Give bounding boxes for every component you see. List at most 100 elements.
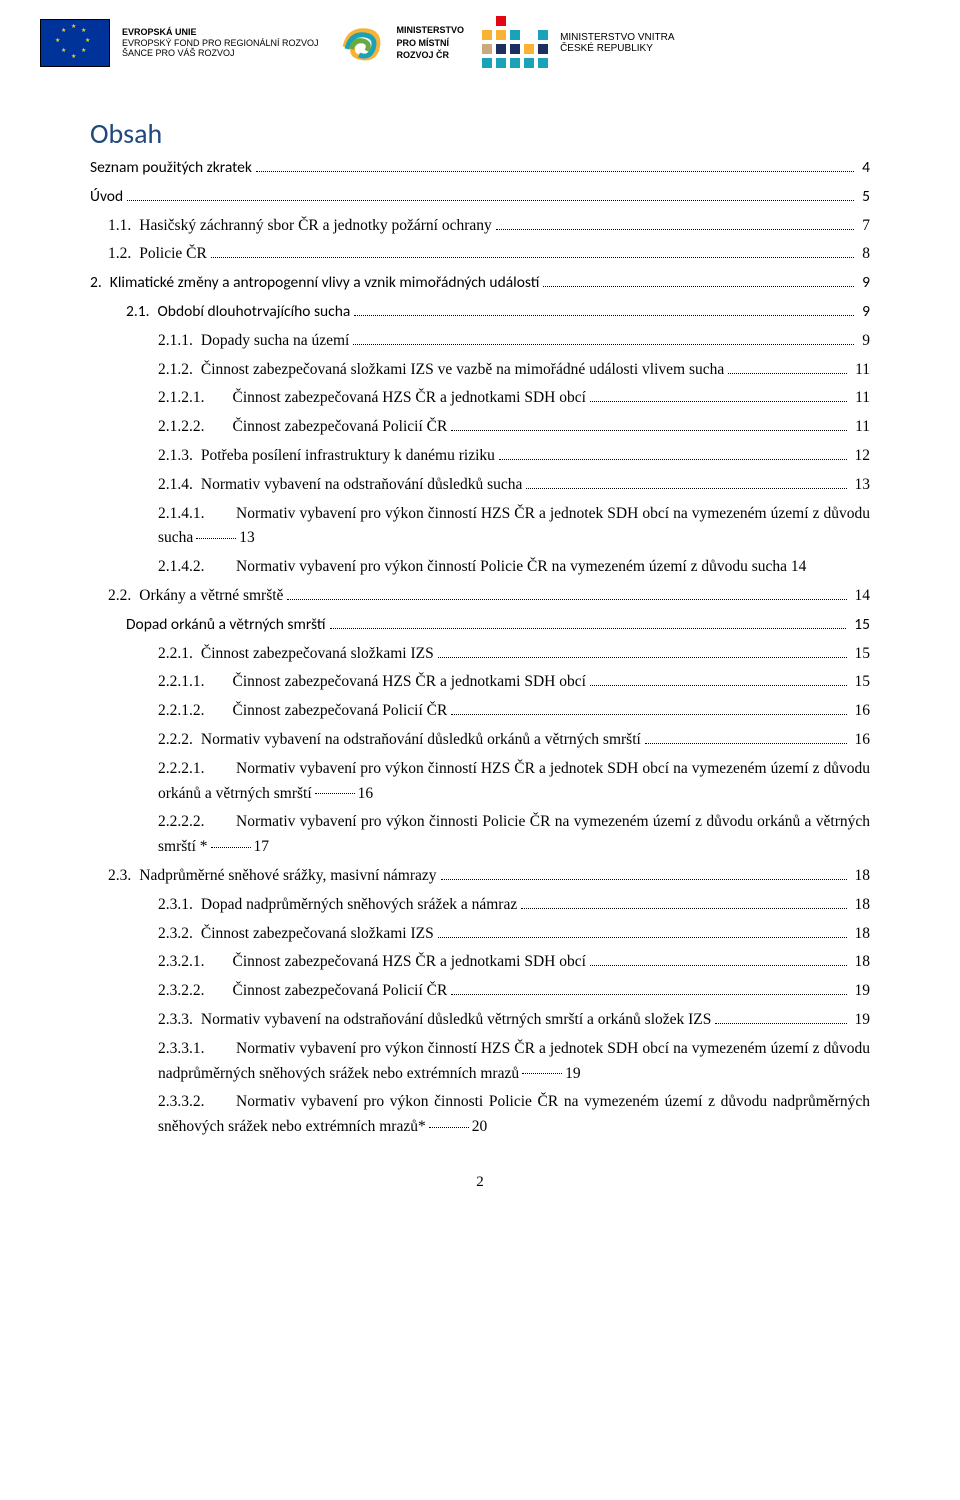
toc-entry: 2.1.4.Normativ vybavení na odstraňování … bbox=[90, 473, 870, 498]
toc-entry: 2.3.2.1.Činnost zabezpečovaná HZS ČR a j… bbox=[90, 950, 870, 975]
toc-label: Úvod bbox=[90, 185, 123, 210]
toc-number: 2.3. bbox=[108, 864, 139, 889]
toc-label: Dopad orkánů a větrných smrští bbox=[126, 613, 326, 638]
toc-page: 20 bbox=[472, 1118, 488, 1135]
toc-label: Činnost zabezpečovaná složkami IZS bbox=[201, 922, 434, 947]
toc-label: Činnost zabezpečovaná Policií ČR bbox=[233, 979, 448, 1004]
mmr-text: MINISTERSTVO PRO MÍSTNÍ ROZVOJ ČR bbox=[397, 24, 465, 62]
toc-label: Dopady sucha na území bbox=[201, 329, 350, 354]
toc-number: 2.2. bbox=[108, 584, 139, 609]
toc-page: 16 bbox=[358, 785, 374, 802]
toc-page: 9 bbox=[858, 329, 870, 354]
toc-label: Potřeba posílení infrastruktury k danému… bbox=[201, 444, 495, 469]
toc-page: 16 bbox=[851, 699, 871, 724]
toc-page: 13 bbox=[851, 473, 871, 498]
toc-entry: 2.1.2.1.Činnost zabezpečovaná HZS ČR a j… bbox=[90, 386, 870, 411]
toc-entry: 2.2.1.2.Činnost zabezpečovaná Policií ČR… bbox=[90, 699, 870, 724]
toc-dots bbox=[590, 672, 847, 686]
toc-dots bbox=[451, 417, 847, 431]
toc-number: 2.3.2. bbox=[158, 922, 201, 947]
toc-page: 19 bbox=[565, 1065, 581, 1082]
toc-page: 15 bbox=[851, 642, 871, 667]
toc-number: 2.1.4. bbox=[158, 473, 201, 498]
toc-label: Normativ vybavení pro výkon činností HZS… bbox=[158, 505, 870, 547]
toc-label: Klimatické změny a antropogenní vlivy a … bbox=[110, 271, 540, 296]
toc-page: 9 bbox=[858, 271, 870, 296]
toc-number: 2.1.2.1. bbox=[158, 386, 233, 411]
doc-header: ★★ ★★ ★★ ★★ EVROPSKÁ UNIE EVROPSKÝ FOND … bbox=[0, 0, 960, 86]
eu-line3: ŠANCE PRO VÁŠ ROZVOJ bbox=[122, 48, 235, 58]
toc-label: Hasičský záchranný sbor ČR a jednotky po… bbox=[139, 214, 492, 239]
toc-entry: 2.3.3.2.Normativ vybavení pro výkon činn… bbox=[90, 1090, 870, 1140]
toc-dots bbox=[441, 866, 847, 880]
toc-number: 2.1. bbox=[126, 300, 158, 325]
toc-entry: 2.2.1.Činnost zabezpečovaná složkami IZS… bbox=[90, 642, 870, 667]
toc-entry: 2.1.4.2.Normativ vybavení pro výkon činn… bbox=[90, 555, 870, 580]
toc-entry: 2.1.1.Dopady sucha na území 9 bbox=[90, 329, 870, 354]
toc-number: 2.1.4.2. bbox=[158, 555, 236, 580]
toc-dots bbox=[715, 1010, 846, 1024]
toc-number: 2.3.3. bbox=[158, 1008, 201, 1033]
toc-number: 2.1.3. bbox=[158, 444, 201, 469]
toc-number: 2.1.4.1. bbox=[158, 502, 236, 527]
toc-page: 15 bbox=[850, 613, 870, 638]
mmr-line3: ROZVOJ ČR bbox=[397, 50, 450, 60]
toc-page: 9 bbox=[858, 300, 870, 325]
toc-entry: 2.3.3.Normativ vybavení na odstraňování … bbox=[90, 1008, 870, 1033]
toc-entry: 2.3.1.Dopad nadprůměrných sněhových sráž… bbox=[90, 893, 870, 918]
toc-page: 13 bbox=[239, 529, 255, 546]
toc-number: 2.1.2. bbox=[158, 358, 201, 383]
toc-entry: 2.1.2.2.Činnost zabezpečovaná Policií ČR… bbox=[90, 415, 870, 440]
table-of-contents: Seznam použitých zkratek4Úvod51.1.Hasičs… bbox=[90, 156, 870, 1140]
toc-dots bbox=[526, 475, 846, 489]
toc-entry: 2.Klimatické změny a antropogenní vlivy … bbox=[90, 271, 870, 296]
toc-dots bbox=[499, 446, 847, 460]
toc-entry: 2.2.Orkány a větrné smrště14 bbox=[90, 584, 870, 609]
toc-page: 11 bbox=[851, 415, 870, 440]
toc-number: 2.3.2.1. bbox=[158, 950, 233, 975]
toc-page: 7 bbox=[858, 214, 870, 239]
eu-line2: EVROPSKÝ FOND PRO REGIONÁLNÍ ROZVOJ bbox=[122, 38, 319, 48]
toc-page: 11 bbox=[851, 386, 870, 411]
toc-entry: Dopad orkánů a větrných smrští 15 bbox=[90, 613, 870, 638]
eu-flag-icon: ★★ ★★ ★★ ★★ bbox=[40, 19, 110, 67]
toc-page: 19 bbox=[851, 979, 871, 1004]
mmr-logo-block: MINISTERSTVO PRO MÍSTNÍ ROZVOJ ČR bbox=[337, 19, 465, 67]
toc-label: Normativ vybavení na odstraňování důsled… bbox=[201, 473, 523, 498]
toc-number: 2.2.1. bbox=[158, 642, 201, 667]
mv-line1: MINISTERSTVO VNITRA bbox=[560, 32, 674, 43]
toc-label: Normativ vybavení na odstraňování důsled… bbox=[201, 1008, 712, 1033]
toc-page: 18 bbox=[851, 893, 871, 918]
toc-number: 2.1.1. bbox=[158, 329, 201, 354]
toc-label: Nadprůměrné sněhové srážky, masivní námr… bbox=[139, 864, 436, 889]
toc-entry: 2.1.2.Činnost zabezpečovaná složkami IZS… bbox=[90, 358, 870, 383]
toc-number: 2.1.2.2. bbox=[158, 415, 233, 440]
toc-number: 2.3.1. bbox=[158, 893, 201, 918]
toc-entry: 2.1.3.Potřeba posílení infrastruktury k … bbox=[90, 444, 870, 469]
toc-page: 5 bbox=[858, 185, 870, 210]
toc-entry: 2.1.4.1.Normativ vybavení pro výkon činn… bbox=[90, 502, 870, 552]
toc-page: 19 bbox=[851, 1008, 871, 1033]
eu-logo-block: ★★ ★★ ★★ ★★ EVROPSKÁ UNIE EVROPSKÝ FOND … bbox=[40, 19, 319, 67]
toc-number: 2.2.2.2. bbox=[158, 810, 236, 835]
toc-number: 1.2. bbox=[108, 242, 139, 267]
toc-entry: 2.3.2.2.Činnost zabezpečovaná Policií ČR… bbox=[90, 979, 870, 1004]
toc-dots bbox=[590, 952, 847, 966]
toc-dots bbox=[256, 158, 854, 172]
toc-label: Normativ vybavení pro výkon činností HZS… bbox=[158, 760, 870, 802]
toc-number: 2.2.1.2. bbox=[158, 699, 233, 724]
page-title: Obsah bbox=[90, 116, 870, 151]
toc-page: 14 bbox=[851, 584, 871, 609]
eu-text: EVROPSKÁ UNIE EVROPSKÝ FOND PRO REGIONÁL… bbox=[122, 27, 319, 58]
toc-entry: 2.2.2.2.Normativ vybavení pro výkon činn… bbox=[90, 810, 870, 860]
mv-line2: ČESKÉ REPUBLIKY bbox=[560, 43, 653, 54]
toc-entry: Úvod 5 bbox=[90, 185, 870, 210]
toc-page: 4 bbox=[858, 156, 870, 181]
toc-label: Policie ČR bbox=[139, 242, 207, 267]
toc-number: 2.3.3.2. bbox=[158, 1090, 236, 1115]
toc-dots bbox=[496, 216, 854, 230]
toc-dots bbox=[438, 644, 847, 658]
toc-dots bbox=[211, 244, 854, 258]
toc-label: Činnost zabezpečovaná Policií ČR bbox=[233, 415, 448, 440]
toc-page: 17 bbox=[254, 838, 270, 855]
